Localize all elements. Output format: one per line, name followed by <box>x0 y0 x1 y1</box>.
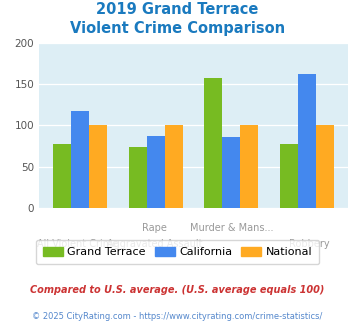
Bar <box>297 74 316 208</box>
Bar <box>165 125 183 208</box>
Bar <box>316 125 334 208</box>
Bar <box>147 136 165 208</box>
Text: All Violent Crime: All Violent Crime <box>37 239 118 249</box>
Text: 2019 Grand Terrace: 2019 Grand Terrace <box>96 2 259 16</box>
Text: Robbery: Robbery <box>289 239 329 249</box>
Bar <box>279 144 297 208</box>
Bar <box>53 144 71 208</box>
Bar <box>222 137 240 208</box>
Bar <box>240 125 258 208</box>
Text: Violent Crime Comparison: Violent Crime Comparison <box>70 21 285 36</box>
Legend: Grand Terrace, California, National: Grand Terrace, California, National <box>36 240 319 264</box>
Bar <box>204 78 222 208</box>
Bar <box>89 125 108 208</box>
Text: Aggravated Assault: Aggravated Assault <box>107 239 203 249</box>
Bar <box>71 111 89 208</box>
Bar <box>129 147 147 208</box>
Text: Rape: Rape <box>142 223 167 233</box>
Text: Compared to U.S. average. (U.S. average equals 100): Compared to U.S. average. (U.S. average … <box>30 285 325 295</box>
Text: © 2025 CityRating.com - https://www.cityrating.com/crime-statistics/: © 2025 CityRating.com - https://www.city… <box>32 312 323 321</box>
Text: Murder & Mans...: Murder & Mans... <box>190 223 274 233</box>
